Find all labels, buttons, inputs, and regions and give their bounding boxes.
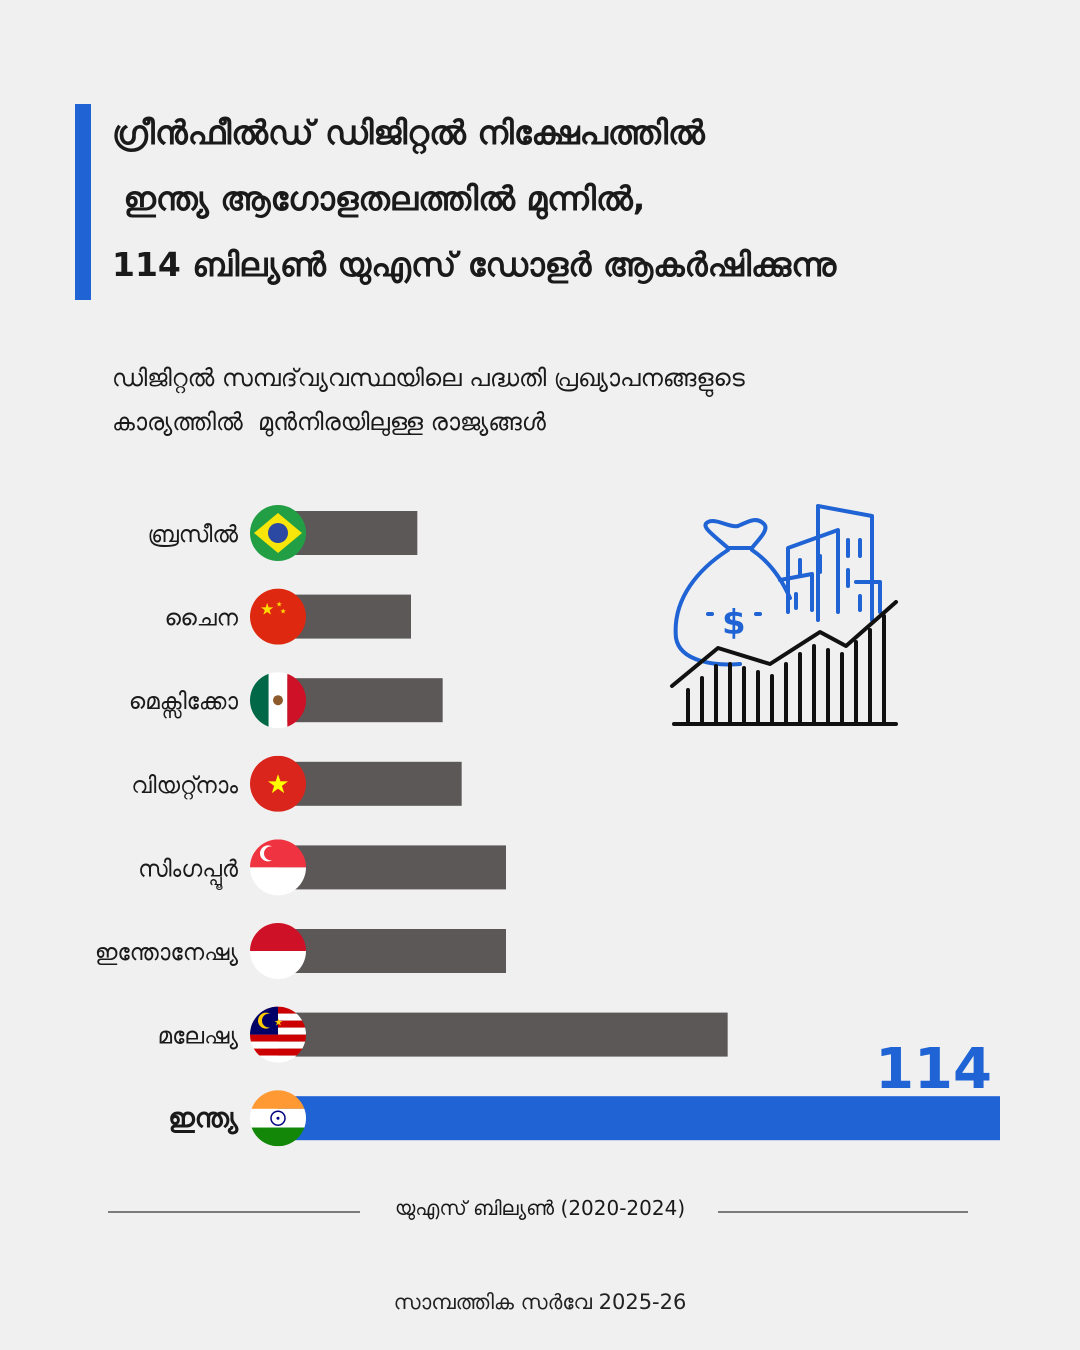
category-label: ബ്രസീൽ <box>147 522 238 548</box>
svg-text:$: $ <box>722 603 746 643</box>
page-title: ഗ്രീൻഫീൽഡ് ഡിജിറ്റൽ നിക്ഷേപത്തിൽ ഇന്ത്യ … <box>112 100 1052 298</box>
singapore-flag <box>250 839 306 896</box>
svg-text:★: ★ <box>260 600 274 619</box>
bar <box>278 929 506 973</box>
china-flag: ★ ★★ <box>250 588 306 645</box>
chart-subtitle: ഡിജിറ്റൽ സമ്പദ്‌വ്യവസ്ഥയിലെ പദ്ധതി പ്രഖ്… <box>112 356 1012 444</box>
subtitle-line-2: കാര്യത്തിൽ മുൻനിരയിലുള്ള രാജ്യങ്ങൾ <box>112 408 546 436</box>
india-flag <box>250 1090 306 1147</box>
title-line-1: ഗ്രീൻഫീൽഡ് ഡിജിറ്റൽ നിക്ഷേപത്തിൽ <box>112 113 705 152</box>
bar <box>278 845 506 890</box>
malaysia-flag: ★ <box>250 1006 306 1063</box>
mexico-flag <box>250 672 306 729</box>
labels-layer: ബ്രസീൽ ചൈന മെക്സിക്കോ വിയറ്റ്നാം സിംഗപ്പൂർ ഇന… <box>95 522 992 1135</box>
vietnam-flag: ★ <box>250 755 306 812</box>
bar <box>278 1012 728 1057</box>
title-line-2: ഇന്ത്യ ആഗോളതലത്തിൽ മുന്നിൽ, <box>112 179 646 218</box>
title-accent-bar <box>75 104 91 300</box>
bar <box>278 761 462 806</box>
svg-text:★: ★ <box>274 1018 283 1029</box>
category-label: ഇന്ത്യ <box>168 1103 239 1135</box>
subtitle-line-1: ഡിജിറ്റൽ സമ്പദ്‌വ്യവസ്ഥയിലെ പദ്ധതി പ്രഖ്… <box>112 364 745 392</box>
svg-text:★: ★ <box>280 608 286 616</box>
category-label: ചൈന <box>164 606 238 632</box>
flags-layer: ★ ★★★★ <box>250 505 306 1147</box>
title-line-3: 114 ബില്യൺ യുഎസ് ഡോളർ ആകർഷിക്കുന്നു <box>112 245 837 284</box>
money-bag-city-growth-icon: $ <box>670 504 898 726</box>
svg-text:★: ★ <box>266 770 289 800</box>
bar-highlight <box>278 1096 1000 1141</box>
source-note: സാമ്പത്തിക സർവേ 2025-26 <box>393 1290 687 1314</box>
category-label: മെക്സിക്കോ <box>129 689 239 718</box>
category-label: ഇന്തോനേഷ്യ <box>95 940 239 966</box>
axis-unit-note: യുഎസ് ബില്യൺ (2020-2024) <box>394 1196 686 1220</box>
svg-text:★: ★ <box>276 601 282 609</box>
category-label: മലേഷ്യ <box>158 1024 239 1050</box>
brazil-flag <box>250 505 306 561</box>
indonesia-flag <box>250 923 306 979</box>
category-label: സിംഗപ്പൂർ <box>138 856 239 890</box>
category-label: വിയറ്റ്നാം <box>131 773 238 801</box>
highlight-value-label: 114 <box>875 1037 992 1102</box>
